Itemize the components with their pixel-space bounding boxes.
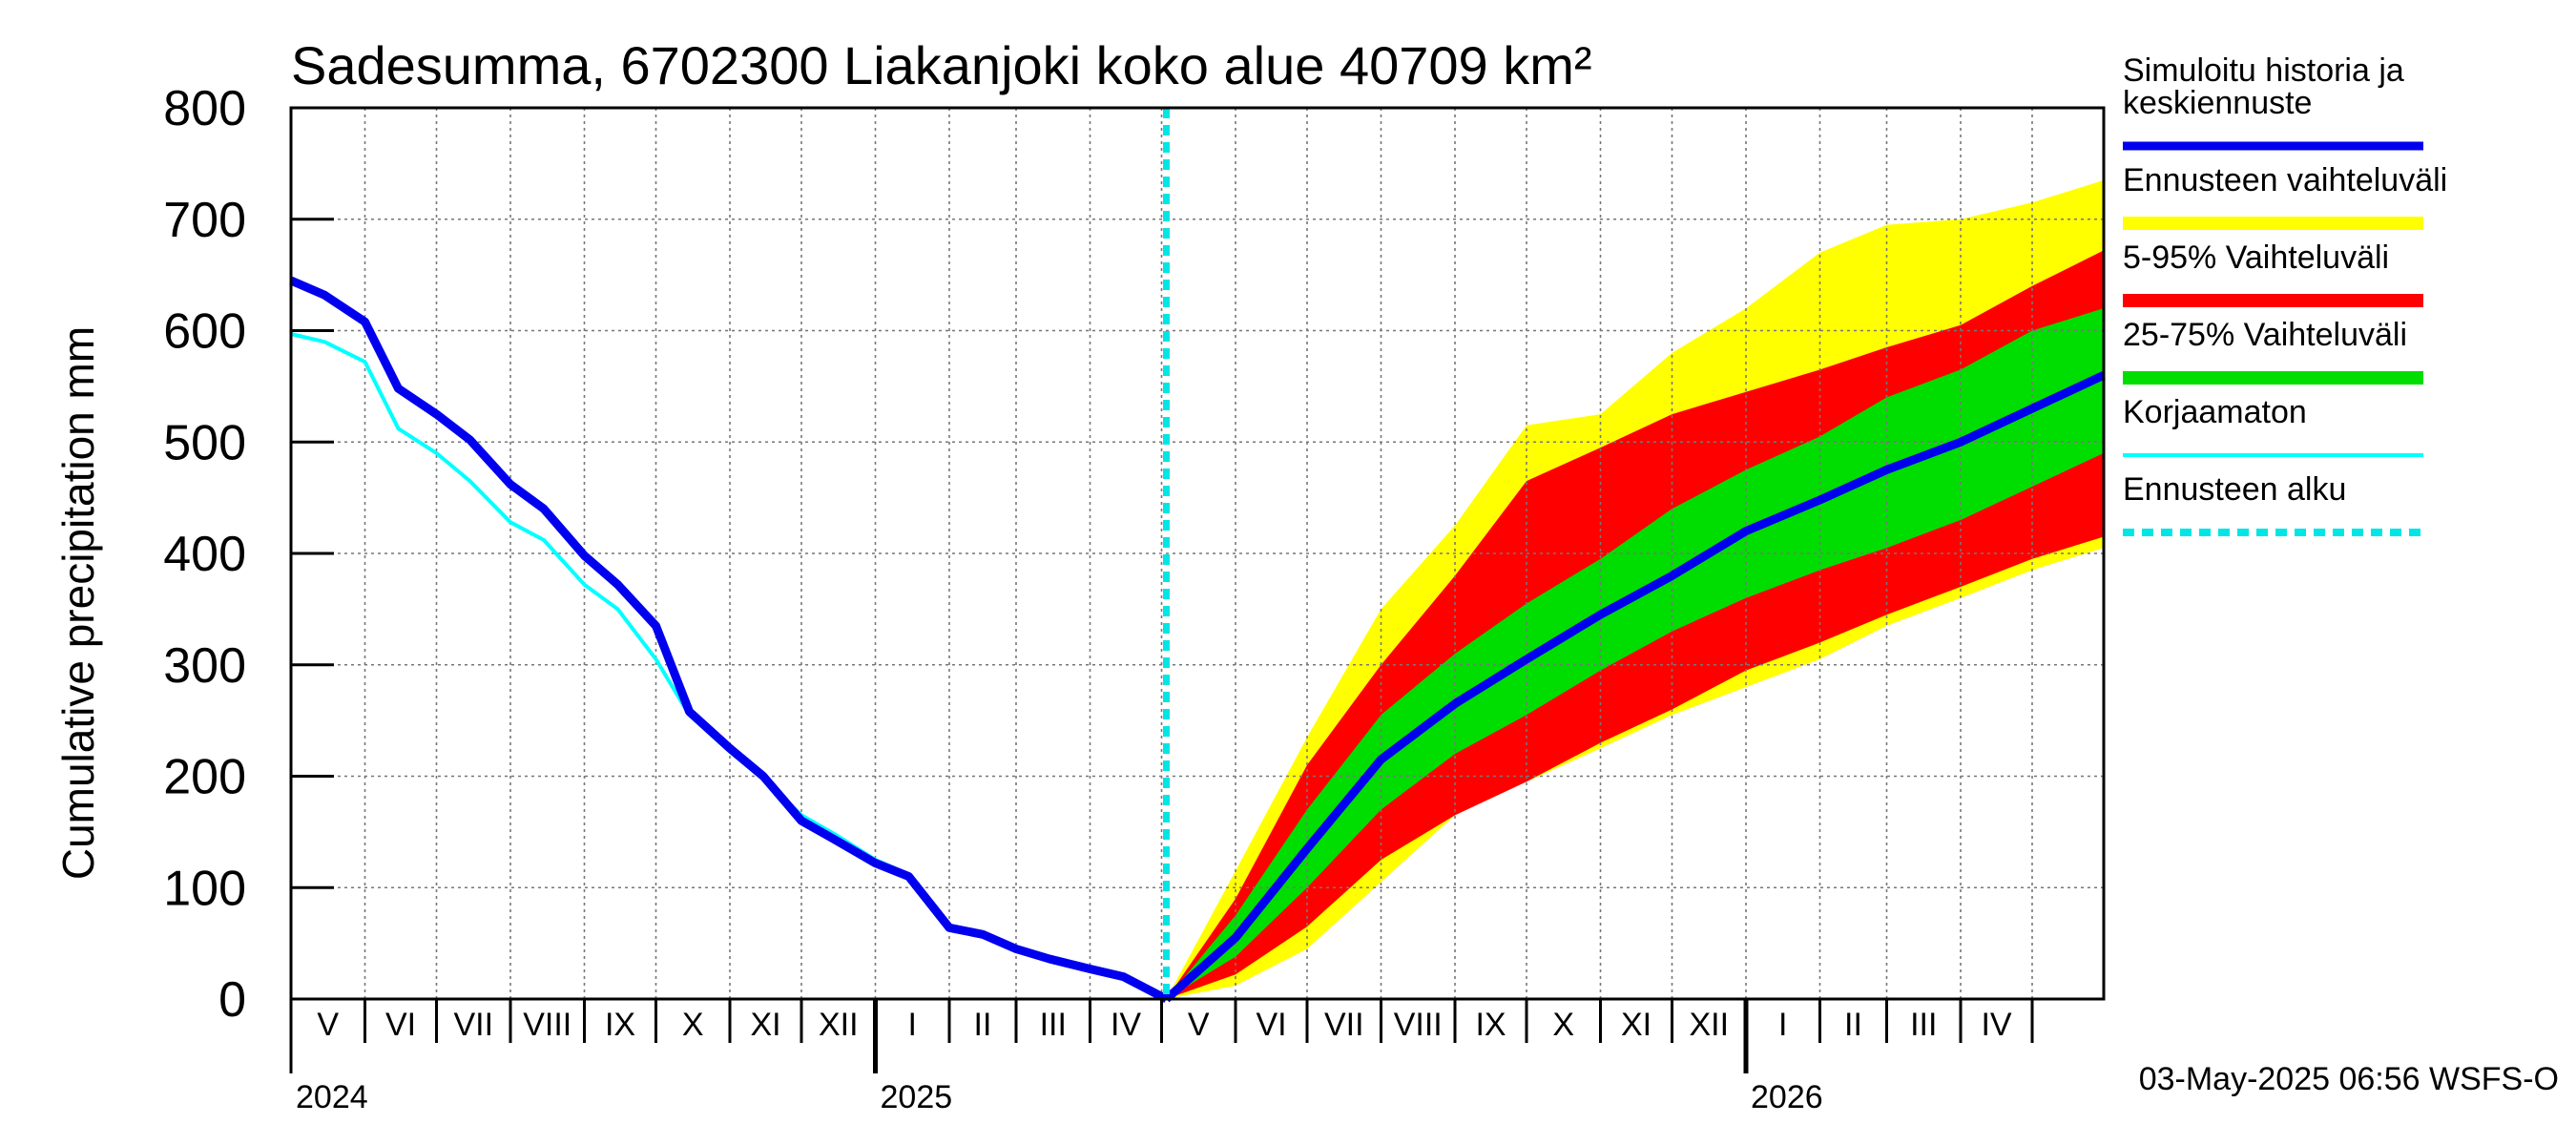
legend-label: Simuloitu historia ja <box>2123 52 2404 89</box>
month-label: IX <box>1475 1007 1506 1043</box>
month-label: III <box>1910 1007 1937 1043</box>
legend-label: Ennusteen vaihteluväli <box>2123 162 2447 198</box>
y-tick-label: 700 <box>163 193 246 248</box>
month-label: VIII <box>523 1007 571 1043</box>
series-uncorrected <box>290 332 1168 1001</box>
month-label: I <box>908 1007 917 1043</box>
year-label: 2026 <box>1751 1079 1823 1115</box>
y-tick-label: 600 <box>163 304 246 360</box>
month-label: VII <box>1324 1007 1364 1043</box>
month-label: X <box>682 1007 704 1043</box>
month-label: XI <box>750 1007 780 1043</box>
footer-timestamp: 03-May-2025 06:56 WSFS-O <box>2139 1061 2559 1097</box>
month-label: VII <box>453 1007 493 1043</box>
month-label: III <box>1040 1007 1067 1043</box>
y-tick-label: 200 <box>163 750 246 805</box>
month-label: X <box>1552 1007 1574 1043</box>
grid-lines <box>291 107 2104 999</box>
month-label: XII <box>819 1007 859 1043</box>
series-simulated-history <box>289 276 1169 1003</box>
month-label: VIII <box>1394 1007 1443 1043</box>
y-axis-label: Cumulative precipitation mm <box>53 326 103 880</box>
month-label: V <box>317 1007 339 1043</box>
month-label: IV <box>1981 1007 2011 1043</box>
y-tick-label: 300 <box>163 638 246 694</box>
month-label: IV <box>1111 1007 1141 1043</box>
legend-label: Ennusteen alku <box>2123 471 2346 508</box>
y-tick-label: 400 <box>163 527 246 582</box>
month-label: XII <box>1689 1007 1729 1043</box>
y-tick-label: 100 <box>163 861 246 916</box>
y-tick-label: 500 <box>163 415 246 470</box>
legend-label: 5-95% Vaihteluväli <box>2123 239 2389 276</box>
month-label: XI <box>1621 1007 1652 1043</box>
legend-label: 25-75% Vaihteluväli <box>2123 317 2407 353</box>
legend-label: keskiennuste <box>2123 85 2312 121</box>
chart-title: Sadesumma, 6702300 Liakanjoki koko alue … <box>291 35 1592 95</box>
legend-label: Korjaamaton <box>2123 394 2307 430</box>
series-lines <box>289 108 2106 1003</box>
month-label: VI <box>1256 1007 1286 1043</box>
year-label: 2025 <box>881 1079 953 1115</box>
y-tick-label: 800 <box>163 81 246 136</box>
year-labels: 2024 2025 2026 <box>296 1079 1823 1115</box>
month-label: II <box>1844 1007 1862 1043</box>
y-tick-label: 0 <box>218 972 246 1028</box>
y-tick-labels: 0 100 200 300 400 500 600 700 800 <box>163 81 246 1028</box>
month-label: I <box>1778 1007 1787 1043</box>
series-forecast-median <box>1163 371 2106 1003</box>
month-label: IX <box>605 1007 635 1043</box>
month-label: VI <box>385 1007 416 1043</box>
month-labels: V VI VII VIII IX X XI XII I II III IV V VI VII VIII IX X X… <box>317 1007 2011 1043</box>
month-label: V <box>1188 1007 1210 1043</box>
axes <box>289 106 2106 1073</box>
month-label: II <box>974 1007 992 1043</box>
year-label: 2024 <box>296 1079 368 1115</box>
